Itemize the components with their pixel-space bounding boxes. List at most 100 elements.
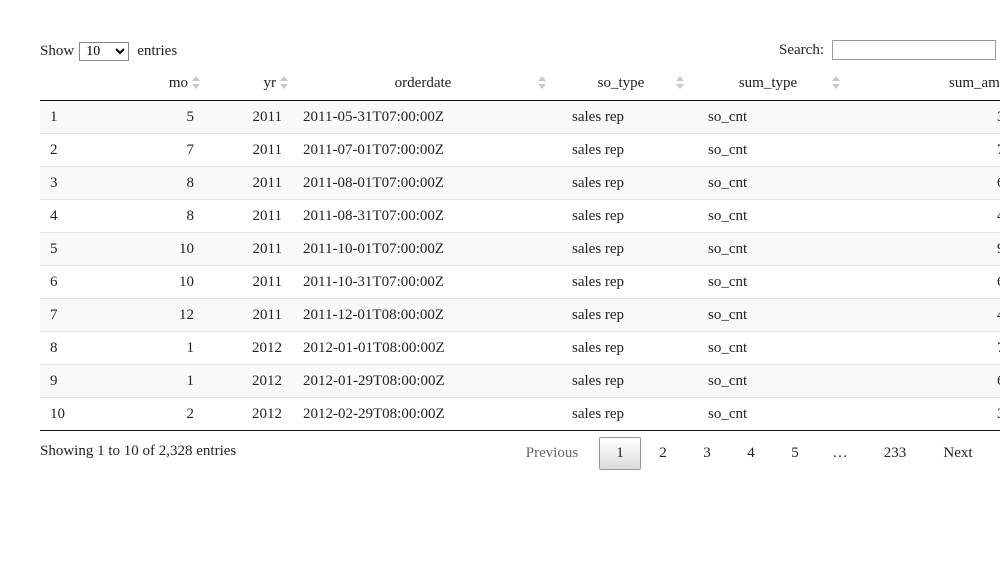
- cell-sum-amt: 64: [846, 364, 1000, 398]
- cell-orderdate: 2011-12-01T08:00:00Z: [294, 298, 552, 332]
- cell-row-index: 3: [40, 166, 110, 200]
- cell-sum-type: so_cnt: [690, 232, 846, 266]
- cell-sum-amt: 90: [846, 232, 1000, 266]
- cell-so-type: sales rep: [552, 331, 690, 365]
- cell-mo: 1: [110, 331, 206, 365]
- pagination-ellipsis: …: [832, 444, 848, 461]
- data-table: mo yr orderdate so_type sum_type sum_amt…: [40, 66, 1000, 431]
- cell-sum-amt: 40: [846, 298, 1000, 332]
- table-row: 5 10 2011 2011-10-01T07:00:00Z sales rep so_c…: [40, 232, 1000, 266]
- column-header-sum-amt[interactable]: sum_amt: [846, 66, 1000, 101]
- header-row: mo yr orderdate so_type sum_type sum_amt: [40, 66, 1000, 101]
- cell-mo: 10: [110, 232, 206, 266]
- cell-sum-type: so_cnt: [690, 265, 846, 299]
- cell-so-type: sales rep: [552, 100, 690, 134]
- cell-so-type: sales rep: [552, 166, 690, 200]
- cell-mo: 5: [110, 100, 206, 134]
- cell-sum-amt: 63: [846, 265, 1000, 299]
- cell-so-type: sales rep: [552, 133, 690, 167]
- cell-row-index: 9: [40, 364, 110, 398]
- page-button-3[interactable]: 3: [703, 444, 711, 461]
- cell-sum-type: so_cnt: [690, 199, 846, 233]
- cell-yr: 2011: [206, 166, 294, 200]
- cell-so-type: sales rep: [552, 298, 690, 332]
- cell-yr: 2012: [206, 331, 294, 365]
- cell-row-index: 8: [40, 331, 110, 365]
- cell-yr: 2011: [206, 298, 294, 332]
- page-button-5[interactable]: 5: [791, 444, 799, 461]
- cell-yr: 2011: [206, 133, 294, 167]
- cell-orderdate: 2011-10-01T07:00:00Z: [294, 232, 552, 266]
- page-button-2[interactable]: 2: [659, 444, 667, 461]
- cell-sum-type: so_cnt: [690, 100, 846, 134]
- table-row: 9 1 2012 2012-01-29T08:00:00Z sales rep so_cn…: [40, 364, 1000, 398]
- cell-orderdate: 2011-07-01T07:00:00Z: [294, 133, 552, 167]
- sort-icon: [832, 75, 840, 91]
- cell-mo: 1: [110, 364, 206, 398]
- cell-mo: 2: [110, 397, 206, 431]
- column-header-yr[interactable]: yr: [206, 66, 294, 101]
- search-control: Search:: [779, 40, 996, 60]
- cell-mo: 10: [110, 265, 206, 299]
- cell-orderdate: 2012-01-01T08:00:00Z: [294, 331, 552, 365]
- cell-orderdate: 2012-02-29T08:00:00Z: [294, 397, 552, 431]
- cell-sum-amt: 37: [846, 397, 1000, 431]
- cell-sum-amt: 40: [846, 199, 1000, 233]
- page-length-select[interactable]: 10: [79, 42, 130, 61]
- column-header-so-type[interactable]: so_type: [552, 66, 690, 101]
- column-header-label: yr: [263, 74, 277, 91]
- cell-mo: 12: [110, 298, 206, 332]
- page-button-4[interactable]: 4: [747, 444, 755, 461]
- sort-icon: [280, 75, 288, 91]
- table-row: 2 7 2011 2011-07-01T07:00:00Z sales rep so_cn…: [40, 133, 1000, 167]
- cell-orderdate: 2012-01-29T08:00:00Z: [294, 364, 552, 398]
- entries-label: entries: [137, 43, 178, 59]
- cell-sum-type: so_cnt: [690, 133, 846, 167]
- column-header-sum-type[interactable]: sum_type: [690, 66, 846, 101]
- cell-so-type: sales rep: [552, 265, 690, 299]
- sort-icon: [676, 75, 684, 91]
- column-header-label: so_type: [597, 74, 645, 91]
- column-header-label: sum_type: [738, 74, 798, 91]
- table-row: 4 8 2011 2011-08-31T07:00:00Z sales rep so_cn…: [40, 199, 1000, 233]
- column-header-mo[interactable]: mo: [110, 66, 206, 101]
- cell-so-type: sales rep: [552, 232, 690, 266]
- length-control: Show 10 entries: [40, 42, 177, 61]
- cell-sum-type: so_cnt: [690, 166, 846, 200]
- cell-yr: 2012: [206, 364, 294, 398]
- cell-row-index: 4: [40, 199, 110, 233]
- cell-yr: 2011: [206, 100, 294, 134]
- cell-so-type: sales rep: [552, 199, 690, 233]
- table-row: 6 10 2011 2011-10-31T07:00:00Z sales rep so_c…: [40, 265, 1000, 299]
- cell-mo: 7: [110, 133, 206, 167]
- cell-row-index: 1: [40, 100, 110, 134]
- cell-sum-amt: 75: [846, 133, 1000, 167]
- cell-sum-amt: 60: [846, 166, 1000, 200]
- cell-sum-amt: 79: [846, 331, 1000, 365]
- column-header-orderdate[interactable]: orderdate: [294, 66, 552, 101]
- cell-so-type: sales rep: [552, 364, 690, 398]
- table-body: 1 5 2011 2011-05-31T07:00:00Z sales rep so_cn…: [40, 100, 1000, 431]
- column-header-label: orderdate: [394, 74, 452, 91]
- cell-sum-type: so_cnt: [690, 397, 846, 431]
- search-input[interactable]: [832, 40, 996, 60]
- cell-orderdate: 2011-08-01T07:00:00Z: [294, 166, 552, 200]
- cell-sum-type: so_cnt: [690, 298, 846, 332]
- table-row: 3 8 2011 2011-08-01T07:00:00Z sales rep so_cn…: [40, 166, 1000, 200]
- page-button-last[interactable]: 233: [883, 444, 907, 461]
- cell-orderdate: 2011-08-31T07:00:00Z: [294, 199, 552, 233]
- cell-yr: 2011: [206, 199, 294, 233]
- cell-mo: 8: [110, 199, 206, 233]
- cell-row-index: 6: [40, 265, 110, 299]
- cell-yr: 2011: [206, 232, 294, 266]
- column-header-index[interactable]: [40, 66, 110, 101]
- next-button[interactable]: Next: [943, 444, 973, 461]
- show-label: Show: [40, 43, 75, 59]
- cell-sum-type: so_cnt: [690, 331, 846, 365]
- page-button-1[interactable]: 1: [599, 436, 641, 470]
- search-label: Search:: [779, 41, 824, 58]
- previous-button[interactable]: Previous: [525, 444, 579, 461]
- cell-row-index: 5: [40, 232, 110, 266]
- table-info: Showing 1 to 10 of 2,328 entries: [40, 443, 237, 459]
- cell-row-index: 7: [40, 298, 110, 332]
